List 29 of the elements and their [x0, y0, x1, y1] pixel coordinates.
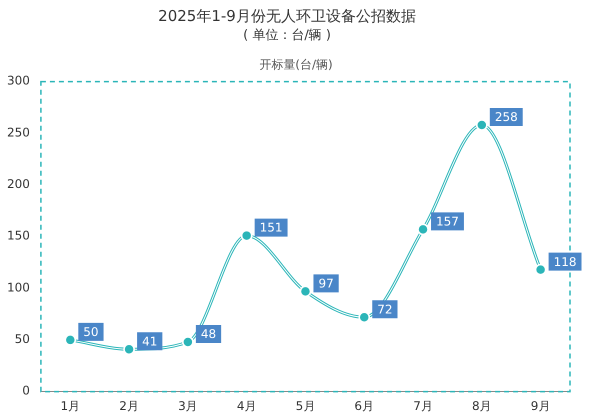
x-tick-label: 1月: [60, 398, 80, 413]
x-tick-label: 8月: [472, 398, 492, 413]
data-label: 258: [494, 110, 518, 124]
data-label: 50: [83, 325, 99, 340]
y-tick-label: 150: [7, 228, 30, 243]
data-label: 151: [260, 220, 283, 235]
x-tick-label: 7月: [413, 398, 433, 413]
x-tick-label: 9月: [530, 398, 550, 413]
chart-title: 2025年1-9月份无人环卫设备公招数据: [158, 6, 416, 25]
y-tick-label: 300: [7, 74, 30, 88]
data-label: 118: [554, 254, 577, 269]
x-tick-label: 5月: [296, 398, 316, 413]
x-tick-label: 2月: [119, 398, 139, 413]
data-label: 41: [142, 334, 158, 348]
text: 开标量(台/辆): [259, 58, 333, 72]
y-tick-label: 100: [7, 280, 30, 294]
y-tick-label: 50: [14, 332, 30, 346]
data-label: 97: [318, 276, 334, 290]
point: [300, 286, 312, 298]
y-tick-label: 250: [7, 125, 30, 140]
y-tick-label: 200: [7, 177, 30, 192]
data-label: 157: [436, 214, 459, 228]
data-label: 72: [377, 302, 393, 316]
x-tick-label: 4月: [236, 398, 256, 413]
data-label: 48: [200, 327, 216, 342]
chart-subtitle: ( 单位：台/辆 ): [243, 28, 331, 44]
y-tick-label: 0: [22, 384, 30, 398]
x-tick-label: 6月: [354, 398, 374, 413]
x-tick-label: 3月: [178, 398, 198, 413]
